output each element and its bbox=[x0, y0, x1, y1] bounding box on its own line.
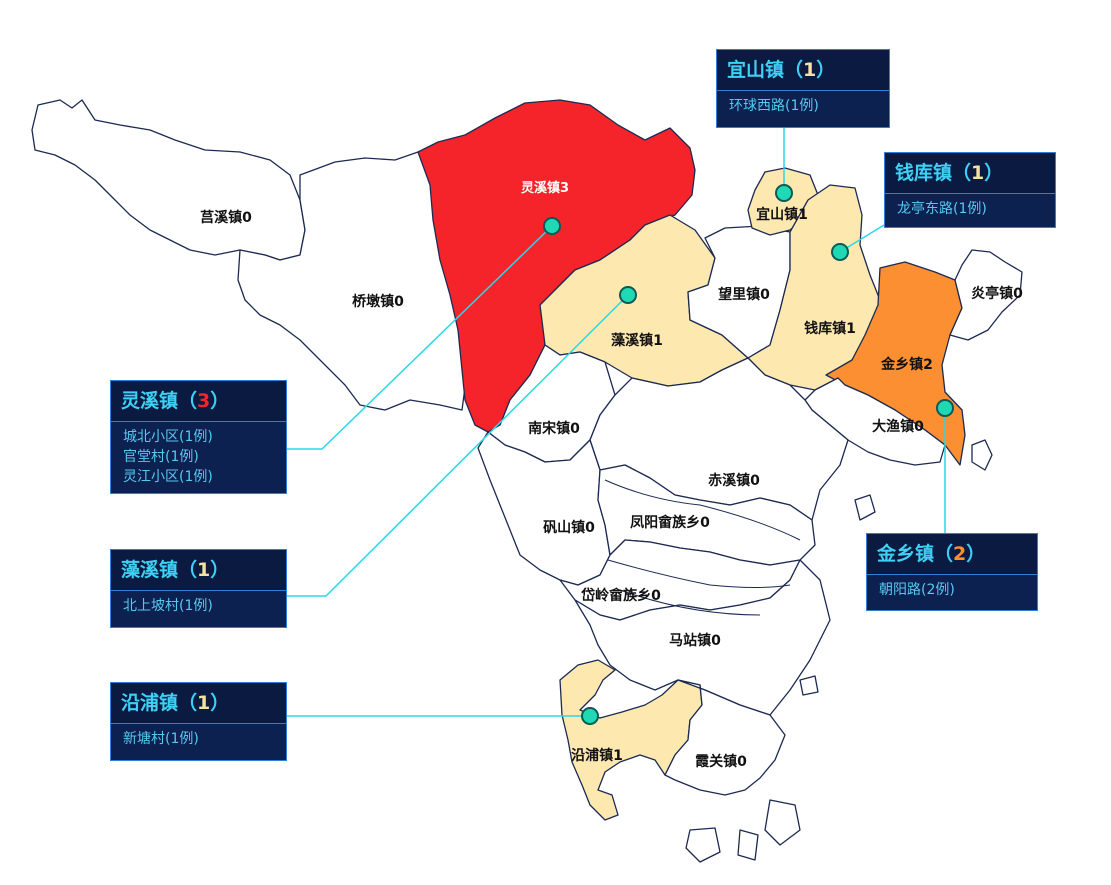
callout-item: 城北小区(1例) bbox=[123, 429, 213, 445]
town-label-dayu: 大渔镇0 bbox=[872, 419, 924, 435]
callout-open: （ bbox=[178, 559, 198, 581]
callout-item: 官堂村(1例) bbox=[123, 449, 199, 465]
callout-count: 1 bbox=[197, 559, 211, 581]
town-label-dailing: 岱岭畲族乡0 bbox=[581, 588, 661, 604]
town-label-xiaguan: 霞关镇0 bbox=[695, 754, 747, 770]
callout-zaoxi[interactable]: 藻溪镇（1） 北上坡村(1例) bbox=[110, 549, 287, 628]
coastal-islands bbox=[685, 439, 993, 863]
callout-header: 金乡镇（2） bbox=[867, 534, 1037, 575]
leader-zaoxi bbox=[287, 294, 629, 597]
callout-item: 北上坡村(1例) bbox=[123, 598, 213, 614]
callout-close: ） bbox=[984, 162, 1004, 184]
callout-header: 灵溪镇（3） bbox=[111, 381, 286, 422]
town-label-qiaodun: 桥墩镇0 bbox=[352, 294, 404, 310]
island bbox=[764, 799, 801, 846]
town-label-lingxi: 灵溪镇3 bbox=[520, 181, 570, 196]
callout-header: 钱库镇（1） bbox=[885, 153, 1055, 194]
town-label-qianku: 钱库镇1 bbox=[804, 321, 856, 337]
callout-item: 龙亭东路(1例) bbox=[897, 201, 987, 217]
callout-count: 1 bbox=[197, 692, 211, 714]
callout-items: 环球西路(1例) bbox=[717, 91, 889, 123]
town-label-juxi: 莒溪镇0 bbox=[200, 210, 252, 226]
callout-items: 城北小区(1例) 官堂村(1例) 灵江小区(1例) bbox=[111, 422, 286, 494]
callout-town: 灵溪镇 bbox=[121, 390, 179, 412]
callout-open: （ bbox=[178, 390, 198, 412]
island bbox=[799, 675, 819, 696]
callout-close: ） bbox=[210, 559, 230, 581]
callout-close: ） bbox=[210, 692, 230, 714]
region-yanting[interactable] bbox=[949, 249, 1023, 341]
callout-town: 钱库镇 bbox=[895, 162, 953, 184]
town-label-wangli: 望里镇0 bbox=[718, 287, 770, 303]
town-label-yishan: 宜山镇1 bbox=[756, 207, 808, 223]
leader-lingxi bbox=[287, 225, 553, 450]
marker-zaoxi[interactable] bbox=[619, 286, 637, 304]
callout-items: 新塘村(1例) bbox=[111, 724, 286, 756]
region-juxi[interactable] bbox=[31, 99, 306, 261]
town-label-nansong: 南宋镇0 bbox=[528, 421, 580, 437]
island bbox=[854, 494, 876, 521]
callout-jinxiang[interactable]: 金乡镇（2） 朝阳路(2例) bbox=[866, 533, 1038, 611]
callout-item: 新塘村(1例) bbox=[123, 731, 199, 747]
callout-open: （ bbox=[178, 692, 198, 714]
callout-yanpu[interactable]: 沿浦镇（1） 新塘村(1例) bbox=[110, 682, 287, 761]
callout-count: 1 bbox=[803, 59, 817, 81]
callout-items: 北上坡村(1例) bbox=[111, 591, 286, 623]
town-label-yanting: 炎亭镇0 bbox=[971, 286, 1023, 302]
island bbox=[971, 439, 993, 471]
callout-open: （ bbox=[784, 59, 804, 81]
callout-town: 宜山镇 bbox=[727, 59, 785, 81]
callout-close: ） bbox=[966, 543, 986, 565]
marker-jinxiang[interactable] bbox=[936, 399, 954, 417]
callout-lingxi[interactable]: 灵溪镇（3） 城北小区(1例) 官堂村(1例) 灵江小区(1例) bbox=[110, 380, 287, 494]
island bbox=[737, 829, 759, 861]
town-label-jinxiang: 金乡镇2 bbox=[881, 357, 933, 373]
callout-items: 龙亭东路(1例) bbox=[885, 194, 1055, 226]
callout-item: 朝阳路(2例) bbox=[879, 582, 955, 598]
callout-header: 藻溪镇（1） bbox=[111, 550, 286, 591]
callout-header: 宜山镇（1） bbox=[717, 50, 889, 91]
callout-town: 沿浦镇 bbox=[121, 692, 179, 714]
callout-qianku[interactable]: 钱库镇（1） 龙亭东路(1例) bbox=[884, 152, 1056, 228]
callout-item: 灵江小区(1例) bbox=[123, 469, 213, 485]
town-label-mazhan: 马站镇0 bbox=[669, 633, 721, 649]
region-xiaguan[interactable] bbox=[664, 679, 786, 796]
marker-lingxi[interactable] bbox=[543, 217, 561, 235]
town-label-fanshan: 矾山镇0 bbox=[543, 520, 595, 536]
callout-items: 朝阳路(2例) bbox=[867, 575, 1037, 607]
callout-open: （ bbox=[952, 162, 972, 184]
region-yanpu[interactable] bbox=[559, 659, 703, 821]
marker-yishan[interactable] bbox=[775, 184, 793, 202]
callout-close: ） bbox=[210, 390, 230, 412]
callout-count: 3 bbox=[197, 390, 211, 412]
callout-open: （ bbox=[934, 543, 954, 565]
callout-header: 沿浦镇（1） bbox=[111, 683, 286, 724]
marker-qianku[interactable] bbox=[831, 243, 849, 261]
town-label-zaoxi: 藻溪镇1 bbox=[611, 333, 663, 349]
callout-count: 2 bbox=[953, 543, 967, 565]
marker-yanpu[interactable] bbox=[581, 707, 599, 725]
callout-town: 金乡镇 bbox=[877, 543, 935, 565]
callout-town: 藻溪镇 bbox=[121, 559, 179, 581]
case-markers bbox=[543, 184, 954, 725]
callout-item: 环球西路(1例) bbox=[729, 98, 819, 114]
callout-yishan[interactable]: 宜山镇（1） 环球西路(1例) bbox=[716, 49, 890, 128]
callout-count: 1 bbox=[971, 162, 985, 184]
callout-close: ） bbox=[816, 59, 836, 81]
town-label-fengyang: 凤阳畲族乡0 bbox=[630, 515, 710, 531]
town-label-yanpu: 沿浦镇1 bbox=[571, 748, 623, 764]
river-lines bbox=[604, 479, 801, 616]
island bbox=[685, 827, 721, 863]
leader-lines bbox=[287, 128, 946, 717]
town-label-chixi: 赤溪镇0 bbox=[708, 473, 760, 489]
